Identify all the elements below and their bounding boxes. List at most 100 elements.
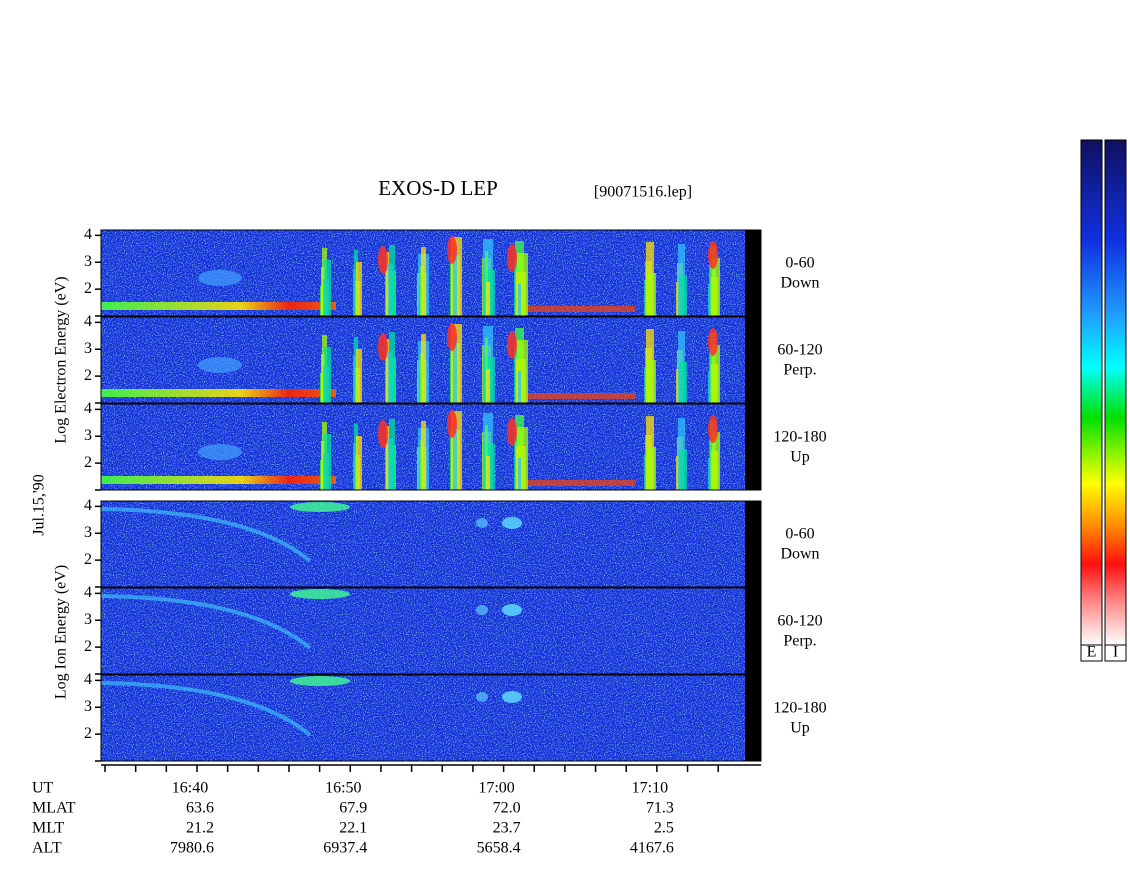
flux-column — [389, 419, 395, 490]
row-value: 17:00 — [478, 780, 514, 797]
pitch-range: 0-60 — [785, 255, 814, 272]
flux-blob — [198, 444, 242, 460]
flux-peak — [447, 410, 457, 438]
y-tick-label: 4 — [84, 497, 92, 514]
low-energy-band — [525, 393, 635, 399]
y-tick-label: 3 — [84, 524, 92, 541]
panel: 2 3 4 0-60 Down — [84, 226, 820, 317]
data-end — [745, 230, 761, 316]
flux-column — [453, 249, 457, 316]
flux-peak — [378, 333, 388, 361]
row-value: 6937.4 — [323, 840, 367, 857]
flux-column — [712, 345, 720, 403]
panel-image — [101, 317, 761, 403]
y-tick-label: 2 — [84, 725, 92, 742]
flux-column — [518, 284, 521, 316]
colorbar — [1104, 139, 1127, 646]
flux-blob — [198, 270, 242, 286]
row-value: 71.3 — [646, 800, 674, 817]
spectrogram-panels: 2 3 4 0-60 Down 2 3 4 60-120 Perp. 2 3 4 120-180 Up 2 3 4… — [84, 226, 827, 762]
row-value: 21.2 — [186, 820, 214, 837]
ion-blob — [476, 518, 488, 528]
panel-image — [101, 501, 761, 587]
noise — [101, 588, 761, 674]
panel: 2 3 4 120-180 Up — [84, 400, 827, 491]
panel-frame — [100, 316, 762, 404]
panel-image — [101, 588, 761, 674]
y-tick-label: 4 — [84, 226, 92, 243]
row-label: UT — [32, 780, 54, 797]
ion-arc — [101, 594, 312, 650]
panel-frame — [100, 403, 762, 491]
row-value: 16:50 — [325, 780, 361, 797]
y-tick-label: 2 — [84, 367, 92, 384]
file-name: [90071516.lep] — [594, 184, 692, 201]
y-tick-label: 3 — [84, 698, 92, 715]
low-energy-band — [101, 302, 336, 310]
flux-column — [517, 427, 528, 490]
data-end — [745, 317, 761, 403]
y-tick-label: 3 — [84, 253, 92, 270]
pitch-range: 60-120 — [777, 342, 822, 359]
low-energy-band — [525, 306, 635, 312]
panel-image — [101, 675, 761, 761]
panel-image — [101, 404, 761, 490]
colorbar — [1080, 139, 1103, 646]
date: Jul.15,'90 — [31, 474, 48, 536]
panel-frame — [100, 674, 762, 762]
flux-column — [647, 360, 656, 403]
pitch-direction: Perp. — [783, 633, 816, 650]
flux-peak — [447, 236, 457, 264]
flux-blob — [198, 357, 242, 373]
pitch-range: 0-60 — [785, 526, 814, 543]
flux-column — [518, 371, 521, 403]
row-label: ALT — [32, 840, 62, 857]
flux-column — [389, 332, 395, 403]
data-end — [745, 675, 761, 761]
flux-column — [421, 421, 426, 490]
y-tick-label: 4 — [84, 400, 92, 417]
data-end — [745, 404, 761, 490]
flux-peak — [708, 415, 718, 443]
flux-peak — [507, 418, 517, 446]
y-tick-label: 2 — [84, 280, 92, 297]
panel: 2 3 4 60-120 Perp. — [84, 584, 823, 675]
panel-frame — [100, 587, 762, 675]
row-value: 16:40 — [172, 780, 208, 797]
ion-blob — [502, 604, 522, 616]
data-end — [745, 501, 761, 587]
pitch-direction: Up — [790, 720, 810, 737]
y-tick-label: 2 — [84, 551, 92, 568]
flux-column — [712, 432, 720, 490]
ion-arc — [101, 507, 312, 563]
ephemeris: UT 16:40 16:50 17:00 17:10 MLAT 63.6 67.9 72.0 71… — [32, 780, 674, 857]
ion-blob — [476, 605, 488, 615]
flux-column — [453, 336, 457, 403]
y-tick-label: 3 — [84, 340, 92, 357]
flux-column — [518, 458, 521, 490]
ion-blob — [290, 589, 350, 599]
row-value: 4167.6 — [630, 840, 674, 857]
flux-column — [324, 260, 331, 316]
flux-column — [647, 273, 656, 316]
panel: 2 3 4 60-120 Perp. — [84, 313, 823, 404]
flux-column — [486, 282, 490, 316]
flux-column — [324, 434, 331, 490]
noise — [101, 675, 761, 761]
row-value: 72.0 — [493, 800, 521, 817]
flux-peak — [708, 328, 718, 356]
low-energy-band — [525, 480, 635, 486]
flux-peak — [378, 246, 388, 274]
row-value: 23.7 — [493, 820, 521, 837]
noise — [101, 501, 761, 587]
y-tick-label: 4 — [84, 313, 92, 330]
flux-column — [679, 449, 687, 490]
flux-peak — [708, 241, 718, 269]
ion-blob — [476, 692, 488, 702]
flux-column — [389, 245, 395, 316]
flux-column — [712, 258, 720, 316]
flux-column — [647, 447, 656, 490]
flux-column — [356, 436, 362, 490]
low-energy-band — [101, 476, 336, 484]
